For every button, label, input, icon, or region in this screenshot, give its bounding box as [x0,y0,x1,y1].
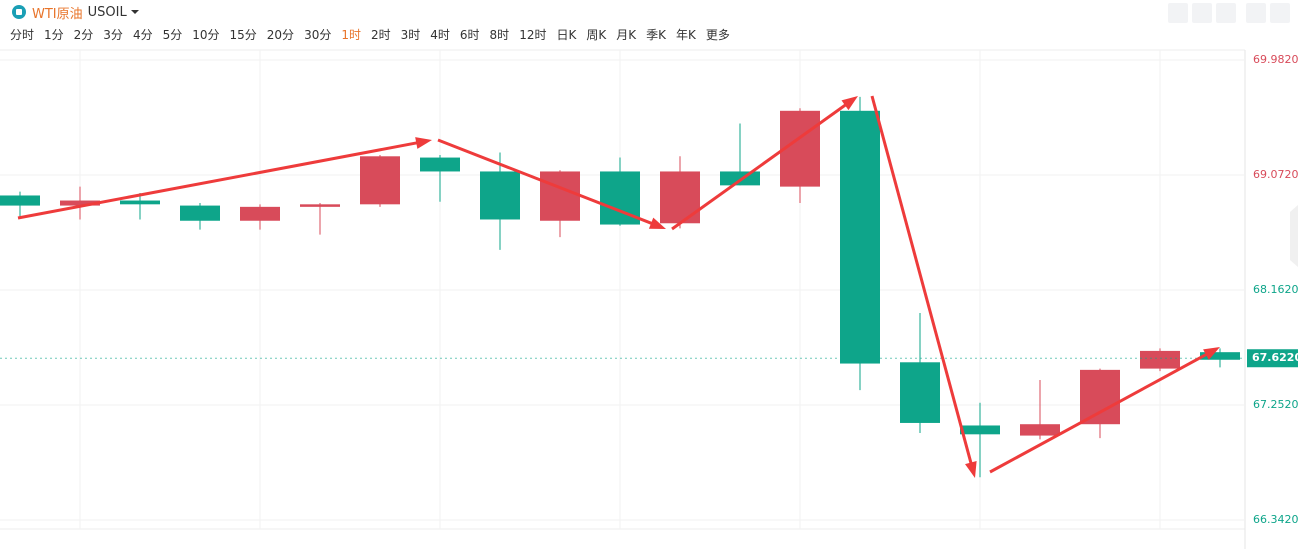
candle-body [1200,352,1240,360]
side-tab [1290,205,1298,267]
candle-body [0,195,40,206]
candle-body [600,171,640,225]
interval-button[interactable]: 20分 [266,28,295,42]
candle-body [660,171,700,224]
y-tick-label: 69.0720 [1253,168,1298,181]
interval-button[interactable]: 15分 [229,28,257,42]
interval-button[interactable]: 3时 [400,28,421,42]
close-button[interactable] [1270,3,1290,23]
interval-button[interactable]: 12时 [519,28,547,42]
interval-button[interactable]: 4分 [132,28,153,42]
candle-body [240,206,280,221]
interval-button[interactable]: 4时 [430,28,450,42]
arrow-head [841,96,858,111]
arrow-head [415,137,432,149]
tool-button[interactable] [1192,3,1212,23]
symbol-code[interactable]: USOIL [87,4,127,20]
y-tick-label: 69.9820 [1253,53,1298,66]
tool-buttons [1164,3,1290,23]
annotation-arrow [989,351,1211,474]
tool-button[interactable] [1168,3,1188,23]
interval-button[interactable]: 1时 [341,28,361,42]
candle-body [720,171,760,186]
interval-button[interactable]: 2时 [370,28,391,42]
interval-button[interactable]: 8时 [489,28,510,42]
y-tick-label: 67.2520 [1253,398,1298,411]
interval-button[interactable]: 30分 [304,28,332,42]
interval-button[interactable]: 6时 [459,28,480,42]
interval-button[interactable]: 日K [556,28,577,42]
interval-bar: 分时 1分 2分 3分 4分 5分 10分 15分 20分 30分 1时 2时 3时 4时 6时 8时 12时日… [10,26,740,43]
interval-button[interactable]: 季K [646,28,666,42]
annotation-arrow [671,101,850,231]
tool-button[interactable] [1246,3,1266,23]
interval-button[interactable]: 月K [616,28,637,42]
annotation-arrow [437,138,657,227]
symbol-icon [12,5,26,19]
arrow-head [965,460,977,478]
candle-body [1140,350,1180,369]
arrow-head [1203,347,1220,360]
candle-body [1080,369,1120,425]
interval-button[interactable]: 10分 [192,28,220,42]
dropdown-caret[interactable] [130,8,140,16]
symbol-name[interactable]: WTI原油 [32,6,83,22]
last-price-label: 67.6220 [1252,351,1298,364]
candle-body [420,157,460,172]
candle-body [300,204,340,207]
candle-body [840,110,880,364]
interval-button[interactable]: 2分 [73,28,94,42]
interval-button[interactable]: 1分 [44,28,64,42]
interval-button[interactable]: 年K [675,28,696,42]
candle-body [60,200,100,206]
tool-button[interactable] [1216,3,1236,23]
candle-body [180,205,220,221]
last-price-tag [1247,349,1298,368]
header: WTI原油 USOIL [12,3,140,22]
y-tick-label: 68.1620 [1253,283,1298,296]
interval-button[interactable]: 周K [586,28,607,42]
candle-body [120,200,160,205]
candle-body [900,362,940,423]
interval-button[interactable]: 分时 [10,28,35,42]
candle-body [480,171,520,220]
annotation-arrow [870,95,974,468]
candle-body [960,425,1000,435]
interval-button[interactable]: 5分 [162,28,183,42]
candle-body [360,156,400,205]
annotation-arrow [17,140,422,220]
candle-body [780,110,820,187]
candle-body [540,171,580,221]
y-tick-label: 66.3420 [1253,513,1298,526]
interval-button[interactable]: 更多 [705,28,730,42]
candle-body [1020,424,1060,436]
arrow-head [648,217,666,229]
interval-button[interactable]: 3分 [103,28,123,42]
